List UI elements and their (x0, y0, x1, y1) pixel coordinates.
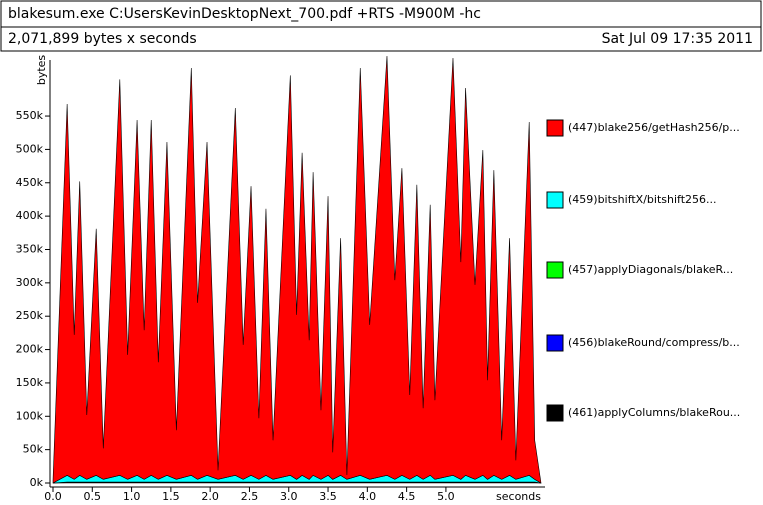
header-box (0, 0, 762, 52)
legend-swatch (546, 334, 564, 352)
summary: 2,071,899 bytes x seconds (8, 31, 197, 47)
x-tick-label: 0.5 (84, 490, 102, 503)
date: Sat Jul 09 17:35 2011 (602, 31, 753, 47)
areas (52, 55, 542, 484)
legend-label: (447)blake256/getHash256/p... (568, 121, 740, 134)
x-tick-label: 3.5 (319, 490, 337, 503)
y-tick-label: 150k (16, 376, 44, 389)
y-tick-label: 250k (16, 309, 44, 322)
legend-swatch (546, 261, 564, 279)
x-axis-label: seconds (496, 490, 541, 503)
y-tick-label: 100k (16, 409, 44, 422)
legend-label: (461)applyColumns/blakeRou... (568, 406, 740, 419)
y-tick-label: 500k (16, 142, 44, 155)
x-tick-label: 3.0 (280, 490, 298, 503)
x-tick-label: 0.0 (44, 490, 62, 503)
y-tick-label: 350k (16, 242, 44, 255)
area (52, 55, 542, 484)
legend-swatch (546, 119, 564, 137)
legend-label: (457)applyDiagonals/blakeR... (568, 263, 733, 276)
x-tick-label: 2.0 (201, 490, 219, 503)
legend-swatch (546, 191, 564, 209)
legend-swatch (546, 404, 564, 422)
y-tick-label: 50k (23, 443, 44, 456)
x-tick-label: 1.0 (123, 490, 141, 503)
x-tick-label: 4.0 (359, 490, 377, 503)
y-tick-label: 450k (16, 176, 44, 189)
x-tick-label: 5.0 (437, 490, 455, 503)
x-tick-label: 1.5 (162, 490, 180, 503)
y-tick-label: 200k (16, 343, 44, 356)
y-tick-label: 0k (30, 476, 44, 489)
y-tick-label: 550k (16, 109, 44, 122)
legend-label: (459)bitshiftX/bitshift256... (568, 193, 717, 206)
x-tick-label: 2.5 (241, 490, 259, 503)
x-tick-label: 4.5 (398, 490, 416, 503)
title: blakesum.exe C:UsersKevinDesktopNext_700… (8, 6, 481, 22)
y-tick-label: 400k (16, 209, 44, 222)
y-tick-label: 300k (16, 276, 44, 289)
y-axis-label: bytes (35, 55, 48, 86)
legend-label: (456)blakeRound/compress/b... (568, 336, 740, 349)
